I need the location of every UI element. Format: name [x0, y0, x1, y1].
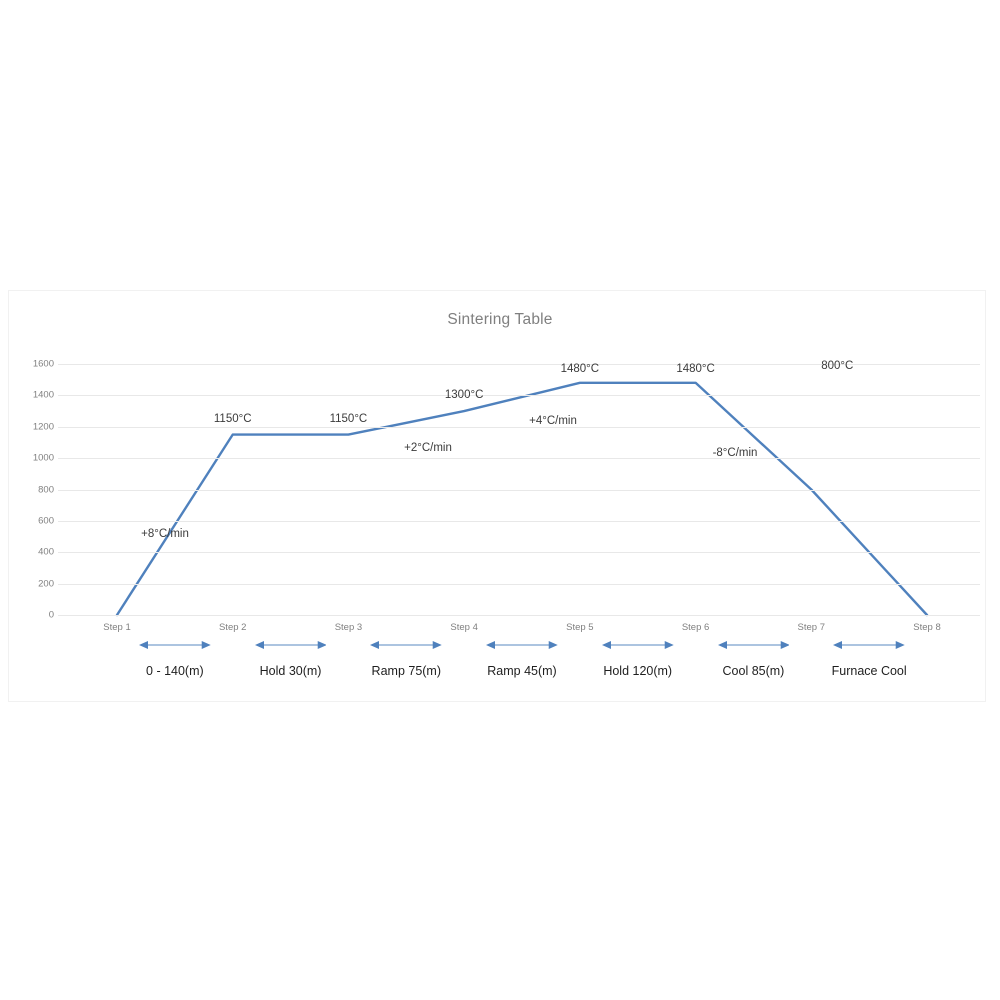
y-axis-tick: 600 — [38, 515, 54, 527]
data-point-label: 800°C — [821, 359, 854, 372]
segment-arrow — [370, 639, 443, 651]
y-axis-tick-labels: 0 200 400 600 800 1000 1200 1400 1600 — [4, 359, 54, 621]
x-axis-tick: Step 8 — [913, 622, 941, 633]
data-point-label: 1300°C — [444, 389, 484, 402]
y-axis-tick: 1000 — [32, 452, 54, 464]
segment-duration-label: Hold 30(m) — [259, 664, 322, 678]
data-point-label: 1480°C — [676, 362, 715, 375]
gridline — [58, 364, 980, 365]
data-point-label: 1150°C — [329, 412, 368, 425]
rate-annotation-label: +4°C/min — [529, 415, 577, 427]
gridline — [58, 583, 980, 585]
y-axis-tick: 0 — [48, 609, 54, 621]
y-axis-tick: 1200 — [32, 421, 54, 433]
x-axis-tick: Step 5 — [566, 622, 594, 633]
x-axis-tick: Step 2 — [218, 622, 247, 633]
plot-area — [58, 364, 980, 617]
segment-duration-label: Ramp 75(m) — [371, 664, 442, 678]
segment-arrow — [601, 639, 674, 651]
segment-duration-label: Hold 120(m) — [603, 664, 673, 678]
temperature-profile-line — [115, 381, 929, 617]
segment-duration-label: Cool 85(m) — [722, 664, 785, 678]
segment-arrow — [486, 639, 558, 651]
gridline — [58, 395, 980, 397]
y-axis-tick: 1600 — [32, 358, 54, 370]
y-axis-tick: 1400 — [32, 389, 54, 401]
y-axis-tick: 200 — [38, 578, 54, 590]
segment-arrow — [254, 639, 327, 651]
data-point-label: 1150°C — [213, 412, 252, 425]
x-axis-tick: Step 7 — [797, 622, 826, 633]
chart-frame — [8, 290, 986, 702]
data-point-label: 1480°C — [560, 362, 600, 375]
segment-arrow — [139, 639, 211, 651]
gridline — [58, 552, 980, 554]
y-axis-tick: 400 — [38, 546, 54, 558]
x-axis-tick: Step 3 — [334, 622, 363, 633]
gridline — [58, 520, 980, 522]
segment-duration-label: 0 - 140(m) — [146, 664, 204, 678]
rate-annotation-label: -8°C/min — [712, 447, 758, 459]
gridline — [58, 489, 980, 491]
segment-duration-label: Ramp 45(m) — [487, 664, 557, 678]
segment-arrow — [833, 639, 905, 651]
x-axis-tick: Step 4 — [450, 622, 478, 633]
x-axis-tick: Step 1 — [103, 622, 131, 633]
gridline — [58, 426, 980, 428]
y-axis-tick: 800 — [38, 484, 54, 495]
rate-annotation-label: +8°C/min — [141, 528, 189, 540]
gridline — [58, 458, 980, 460]
segment-arrow — [717, 639, 790, 651]
x-axis-tick: Step 6 — [681, 622, 710, 633]
chart-title: Sintering Table — [447, 311, 553, 328]
segment-duration-label: Furnace Cool — [831, 664, 907, 678]
rate-annotation-label: +2°C/min — [404, 442, 452, 454]
gridline — [58, 615, 980, 616]
